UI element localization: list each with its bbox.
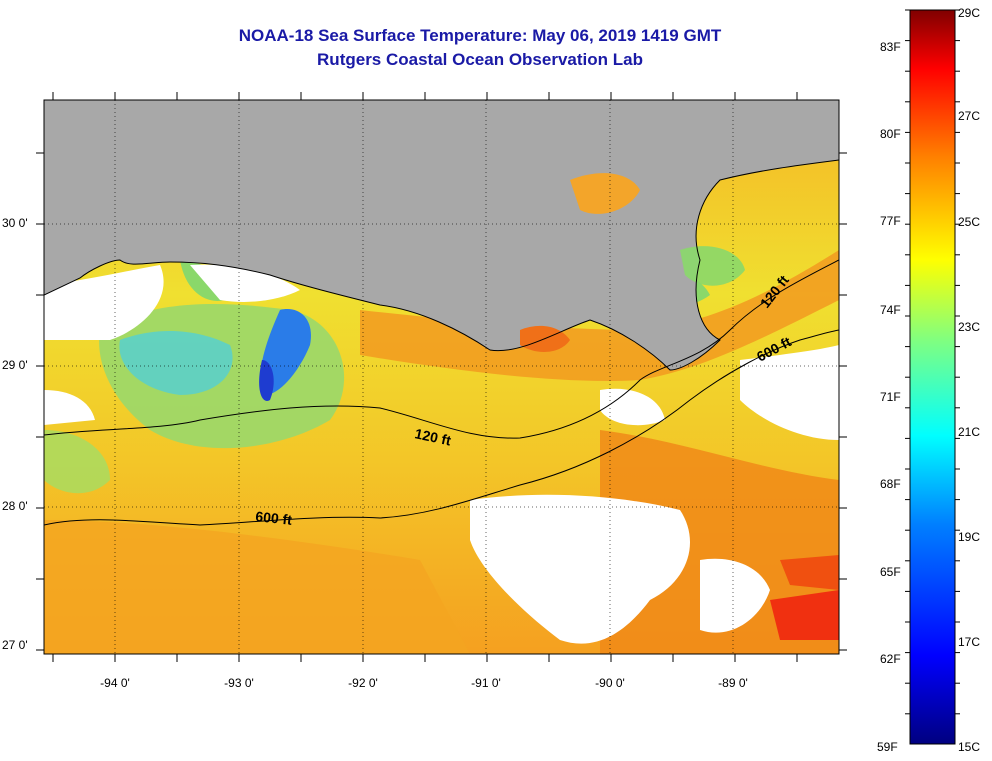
lat-label: 29 0' bbox=[2, 358, 28, 372]
colorbar-c-label: 17C bbox=[958, 635, 981, 649]
lon-label: -89 0' bbox=[718, 676, 748, 690]
sst-field bbox=[44, 100, 839, 654]
lat-label: 27 0' bbox=[2, 638, 28, 652]
colorbar-f-label: 59F bbox=[877, 740, 898, 754]
colorbar-f-label: 77F bbox=[880, 214, 901, 228]
colorbar-f-label: 65F bbox=[880, 565, 901, 579]
lon-label: -92 0' bbox=[348, 676, 378, 690]
lon-label: -94 0' bbox=[100, 676, 130, 690]
map-frame bbox=[43, 99, 840, 655]
colorbar-c-label: 27C bbox=[958, 109, 981, 123]
colorbar-c-label: 21C bbox=[958, 425, 981, 439]
lat-label: 28 0' bbox=[2, 499, 28, 513]
colorbar-f-label: 71F bbox=[880, 390, 901, 404]
lon-label: -91 0' bbox=[471, 676, 501, 690]
colorbar-f-label: 62F bbox=[880, 652, 901, 666]
colorbar-c-label: 19C bbox=[958, 530, 981, 544]
colorbar-c-label: 29C bbox=[958, 6, 981, 20]
colorbar-c-label: 15C bbox=[958, 740, 981, 754]
map-subtitle: Rutgers Coastal Ocean Observation Lab bbox=[317, 50, 643, 69]
isobath-label: 600 ft bbox=[255, 508, 293, 528]
colorbar-c-label: 25C bbox=[958, 215, 981, 229]
lat-label: 30 0' bbox=[2, 216, 28, 230]
colorbar-f-label: 83F bbox=[880, 40, 901, 54]
colorbar-c-label: 23C bbox=[958, 320, 981, 334]
colorbar-f-label: 74F bbox=[880, 303, 901, 317]
lon-label: -93 0' bbox=[224, 676, 254, 690]
colorbar-f-label: 68F bbox=[880, 477, 901, 491]
isobath-label: 120 ft bbox=[413, 425, 452, 448]
axis-ticks bbox=[36, 9, 960, 715]
lon-label: -90 0' bbox=[595, 676, 625, 690]
colorbar bbox=[909, 9, 956, 745]
colorbar-f-label: 80F bbox=[880, 127, 901, 141]
map-title: NOAA-18 Sea Surface Temperature: May 06,… bbox=[238, 26, 722, 45]
